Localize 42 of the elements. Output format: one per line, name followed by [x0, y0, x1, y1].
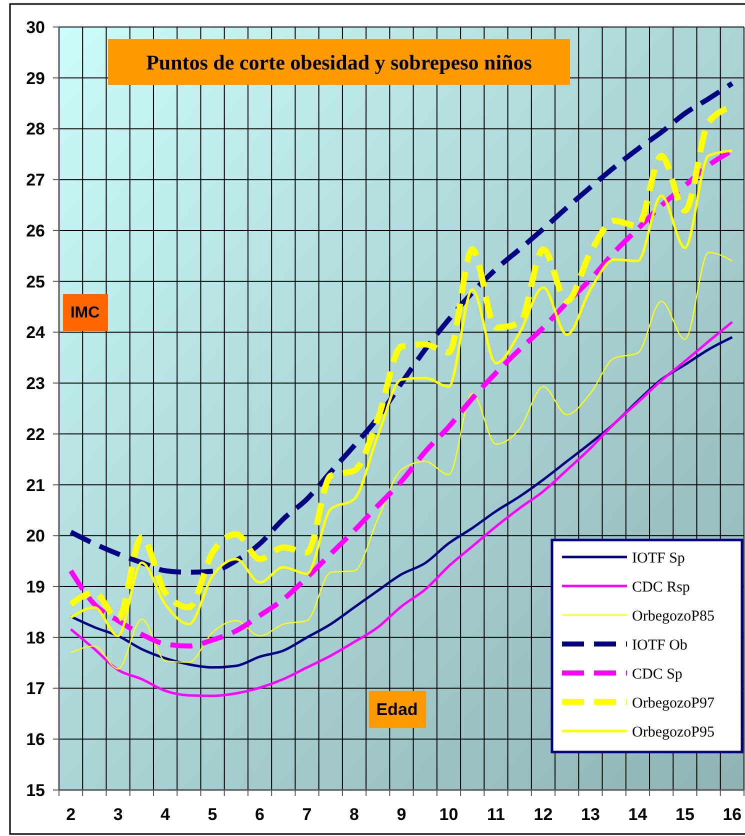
y-tick-label: 27	[26, 170, 45, 190]
y-tick-label: 16	[26, 730, 45, 750]
y-tick-label: 24	[26, 323, 46, 342]
x-tick-label: 5	[208, 805, 218, 824]
x-tick-label: 2	[66, 805, 76, 824]
x-tick-label: 15	[675, 805, 694, 824]
y-tick-label: 17	[26, 679, 45, 698]
legend-label: OrbegozoP85	[632, 608, 714, 624]
y-tick-label: 15	[26, 780, 45, 800]
y-axis-title: IMC	[70, 304, 100, 322]
x-tick-label: 8	[350, 805, 359, 824]
y-tick-label: 23	[26, 374, 45, 394]
x-tick-label: 14	[628, 805, 648, 824]
y-tick-label: 21	[26, 476, 45, 495]
x-axis-title: Edad	[376, 700, 418, 719]
x-tick-label: 9	[396, 805, 406, 824]
x-tick-label: 10	[439, 805, 458, 824]
x-tick-label: 11	[486, 805, 505, 824]
y-tick-label: 29	[26, 68, 45, 88]
y-tick-label: 28	[26, 120, 45, 139]
y-tick-label: 22	[26, 424, 45, 444]
x-tick-label: 4	[160, 805, 171, 824]
legend-label: OrbegozoP97	[632, 695, 715, 712]
y-tick-label: 20	[26, 526, 45, 546]
x-tick-label: 13	[581, 805, 600, 824]
x-tick-label: 7	[302, 805, 312, 824]
y-tick-label: 18	[26, 628, 45, 648]
legend-label: CDC Rsp	[632, 579, 690, 596]
text: Puntos de corte obesidad y sobrepeso niños	[146, 50, 532, 74]
x-tick-label: 12	[534, 805, 553, 824]
line-series	[70, 252, 733, 670]
x-tick-label: 3	[113, 805, 123, 824]
x-tick-label: 6	[255, 805, 265, 824]
y-tick-label: 19	[26, 577, 45, 596]
legend-label: IOTF Ob	[632, 637, 688, 654]
y-tick-label: 26	[26, 221, 45, 240]
x-tick-label: 16	[722, 805, 742, 824]
legend-label: IOTF Sp	[632, 550, 685, 566]
legend-label: OrbegozoP95	[632, 724, 714, 740]
legend-label: CDC Sp	[632, 666, 682, 682]
y-tick-label: 25	[26, 272, 45, 292]
y-tick-label: 30	[26, 18, 45, 37]
